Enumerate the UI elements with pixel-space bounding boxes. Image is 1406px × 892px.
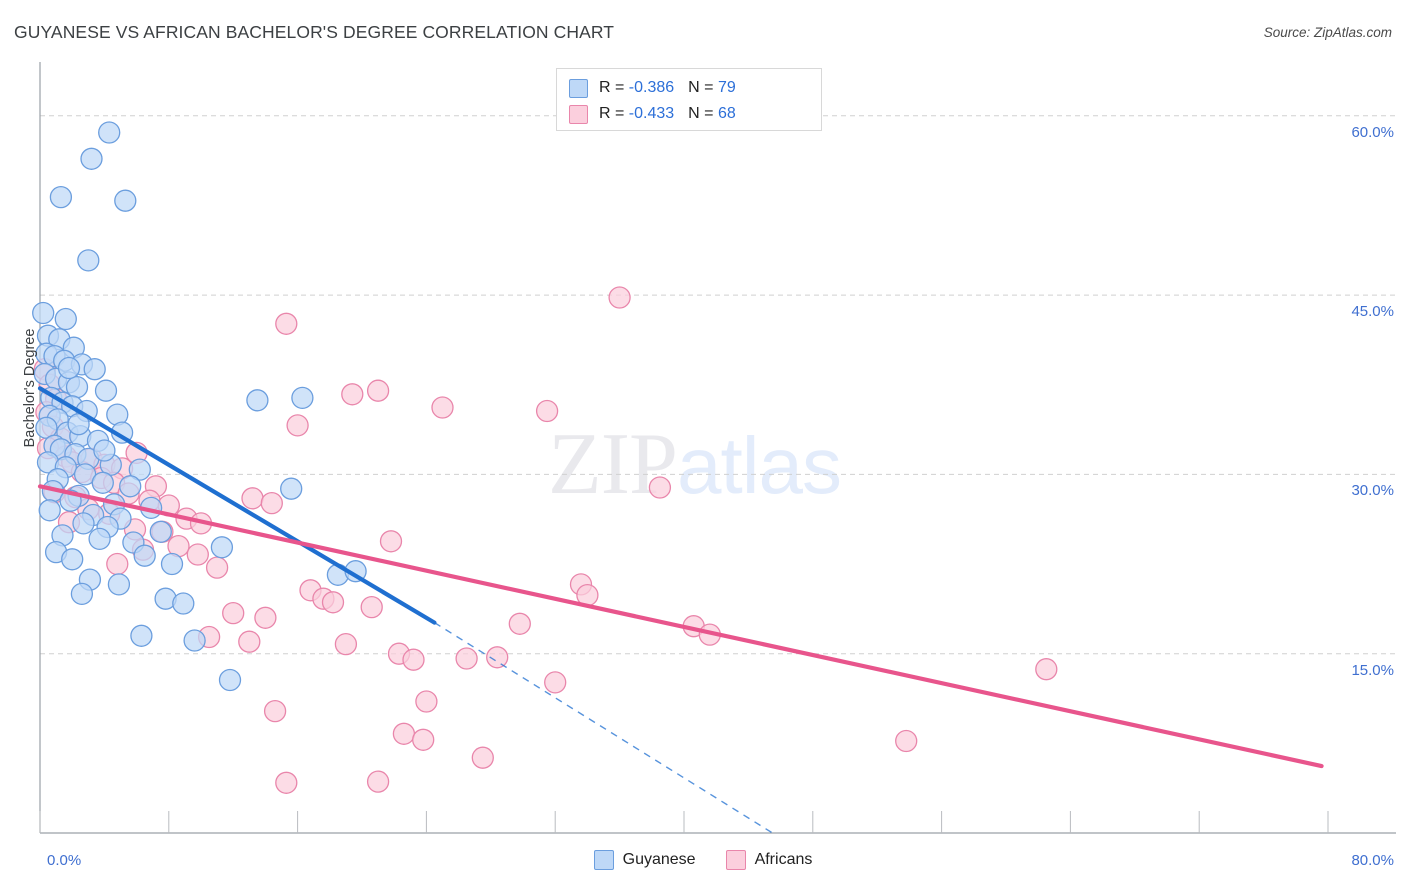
source-attribution: Source: ZipAtlas.com bbox=[1263, 25, 1392, 40]
legend-swatch-africans-icon bbox=[725, 850, 746, 870]
legend-label-africans: Africans bbox=[754, 851, 813, 868]
x-axis-tick-min: 0.0% bbox=[47, 852, 82, 869]
y-axis-tick-3: 15.0% bbox=[1351, 661, 1394, 679]
stats-row-africans: R = -0.433 N = 68 bbox=[569, 101, 811, 127]
series-legend: Guyanese Africans bbox=[0, 850, 1406, 870]
legend-swatch-guyanese-icon bbox=[593, 850, 614, 870]
gridlines bbox=[40, 115, 1396, 655]
y-axis-tick-2: 30.0% bbox=[1351, 482, 1394, 500]
stats-row-guyanese: R = -0.386 N = 79 bbox=[569, 75, 811, 101]
y-axis-tick-0: 60.0% bbox=[1351, 123, 1394, 141]
x-tick-marks bbox=[39, 811, 1329, 833]
y-axis-tick-1: 45.0% bbox=[1351, 303, 1394, 321]
stats-guyanese-text: R = -0.386 N = 79 bbox=[599, 79, 736, 96]
page-title: GUYANESE VS AFRICAN BACHELOR'S DEGREE CO… bbox=[14, 22, 615, 42]
axis-lines bbox=[39, 62, 1396, 834]
legend-label-guyanese: Guyanese bbox=[622, 851, 696, 868]
x-axis-tick-max: 80.0% bbox=[1351, 852, 1394, 869]
trend-lines bbox=[37, 386, 1324, 834]
legend-item-guyanese[interactable]: Guyanese bbox=[593, 850, 696, 870]
chart-header: GUYANESE VS AFRICAN BACHELOR'S DEGREE CO… bbox=[0, 0, 1406, 52]
y-axis-label: Bachelor's Degree bbox=[22, 328, 38, 448]
correlation-stats-legend: R = -0.386 N = 79 R = -0.433 N = 68 bbox=[556, 68, 822, 131]
legend-item-africans[interactable]: Africans bbox=[725, 850, 813, 870]
swatch-africans-icon bbox=[569, 104, 588, 124]
swatch-guyanese-icon bbox=[569, 78, 588, 98]
africans-points bbox=[33, 286, 1058, 794]
stats-africans-text: R = -0.433 N = 68 bbox=[599, 105, 736, 122]
